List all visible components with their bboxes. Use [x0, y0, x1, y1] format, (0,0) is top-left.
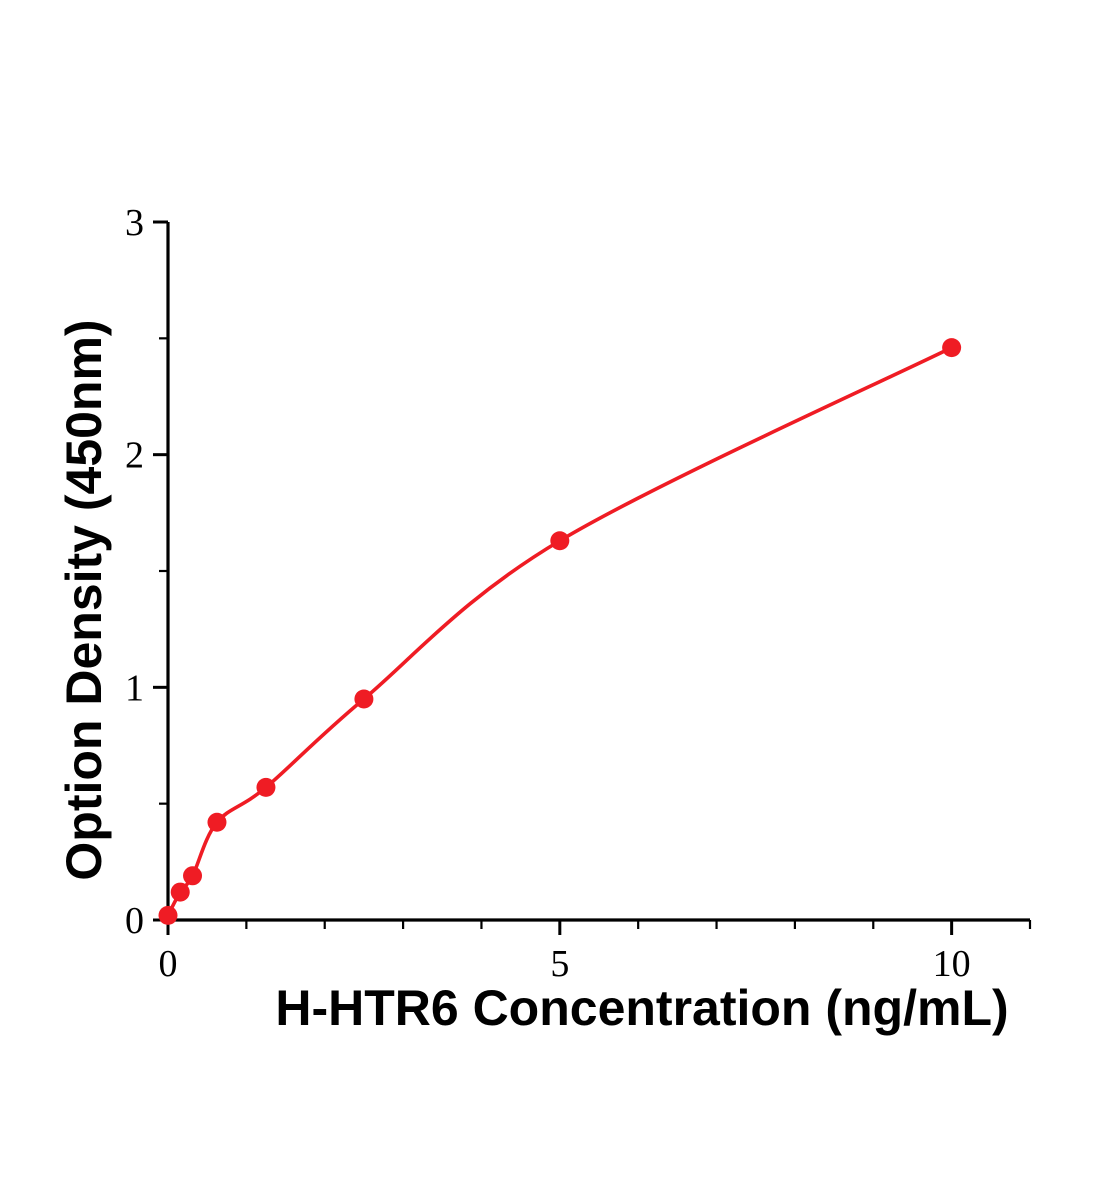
x-axis-title: H-HTR6 Concentration (ng/mL) — [275, 980, 1009, 1036]
x-tick-label: 0 — [159, 943, 178, 985]
data-point — [170, 882, 190, 902]
data-point — [207, 812, 227, 832]
data-point — [183, 866, 203, 886]
y-tick-label: 2 — [125, 435, 144, 477]
y-axis-title: Option Density (450nm) — [56, 319, 112, 881]
y-tick-label: 1 — [125, 667, 144, 709]
data-point — [354, 689, 374, 709]
data-point — [256, 777, 276, 797]
y-tick-label: 3 — [125, 202, 144, 244]
data-point — [942, 338, 962, 358]
x-tick-label: 5 — [550, 943, 569, 985]
y-tick-label: 0 — [125, 900, 144, 942]
fit-curve — [166, 345, 954, 918]
data-point — [158, 905, 178, 925]
data-point — [550, 531, 570, 551]
x-tick-label: 10 — [933, 943, 971, 985]
